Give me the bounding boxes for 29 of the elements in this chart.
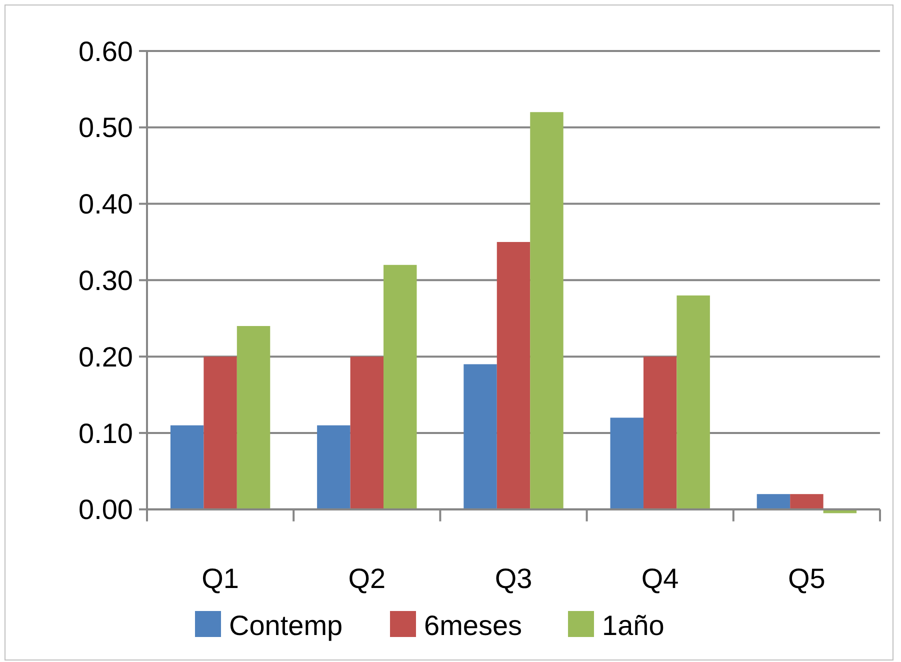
- bar: [643, 356, 677, 510]
- y-tick-label: 0.30: [78, 264, 133, 296]
- bar: [530, 112, 564, 510]
- x-tick-label: Q2: [348, 562, 386, 594]
- bar: [384, 264, 417, 510]
- y-tick-label: 0.60: [78, 36, 133, 67]
- bar: [317, 425, 350, 510]
- bar: [204, 356, 237, 510]
- bar: [496, 242, 530, 510]
- y-tick-label: 0.20: [78, 341, 133, 372]
- bar: [170, 425, 204, 510]
- x-tick-label: Q4: [641, 562, 679, 594]
- y-tick-label: 0.10: [78, 418, 133, 449]
- y-tick-label: 0.40: [78, 188, 133, 220]
- bar: [676, 295, 710, 510]
- bar: [610, 418, 644, 510]
- x-tick-label: Q1: [202, 562, 239, 594]
- bar: [350, 356, 384, 510]
- bar: [464, 364, 497, 510]
- x-tick-label: Q5: [788, 562, 826, 594]
- y-tick-label: 0.00: [78, 494, 133, 526]
- bar: [790, 494, 824, 510]
- legend-label: 1año: [602, 610, 664, 641]
- legend-label: Contemp: [229, 610, 343, 641]
- bar: [236, 326, 270, 510]
- x-tick-label: Q3: [494, 562, 532, 594]
- y-tick-label: 0.50: [78, 112, 133, 144]
- bar: [756, 494, 790, 510]
- legend-label: 6meses: [424, 610, 522, 641]
